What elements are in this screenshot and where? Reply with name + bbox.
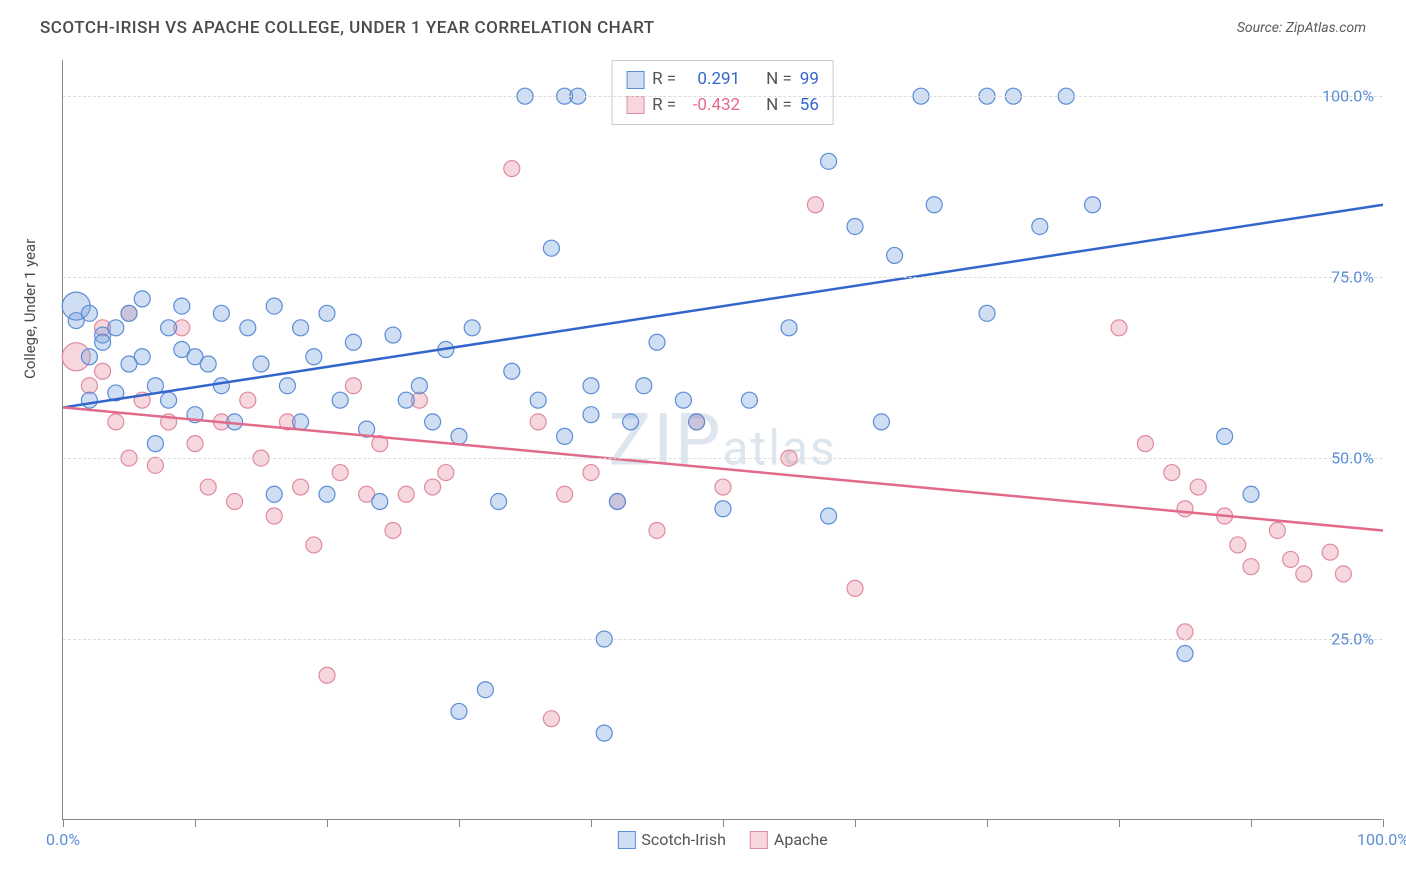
n-value: 99 — [800, 67, 819, 93]
legend-item-apache: Apache — [750, 830, 828, 849]
r-label: R = — [652, 67, 676, 93]
swatch-apache — [750, 831, 768, 849]
y-tick-label: 25.0% — [1331, 630, 1374, 649]
source-label: Source: ZipAtlas.com — [1237, 20, 1366, 36]
stats-row-scotch-irish: R = 0.291 N = 99 — [626, 67, 819, 93]
x-tick-label: 100.0% — [1357, 830, 1406, 849]
swatch-apache — [626, 96, 644, 114]
bottom-legend: Scotch-Irish Apache — [617, 830, 827, 849]
legend-item-scotch-irish: Scotch-Irish — [617, 830, 726, 849]
y-tick-label: 100.0% — [1322, 87, 1374, 106]
x-tick-label: 0.0% — [46, 830, 80, 849]
stats-legend-box: R = 0.291 N = 99 R = -0.432 N = 56 — [611, 60, 834, 125]
r-value: 0.291 — [684, 67, 740, 93]
n-label: N = — [766, 67, 792, 93]
chart-plot-area: ZIPatlas R = 0.291 N = 99 R = -0.432 N =… — [62, 60, 1382, 820]
y-axis-label: College, Under 1 year — [21, 239, 39, 379]
swatch-scotch-irish — [617, 831, 635, 849]
swatch-scotch-irish — [626, 71, 644, 89]
legend-label: Apache — [774, 830, 828, 849]
scatter-svg — [63, 60, 1382, 819]
y-tick-label: 75.0% — [1331, 268, 1374, 287]
legend-label: Scotch-Irish — [641, 830, 726, 849]
chart-title: SCOTCH-IRISH VS APACHE COLLEGE, UNDER 1 … — [40, 18, 655, 38]
y-tick-label: 50.0% — [1331, 449, 1374, 468]
